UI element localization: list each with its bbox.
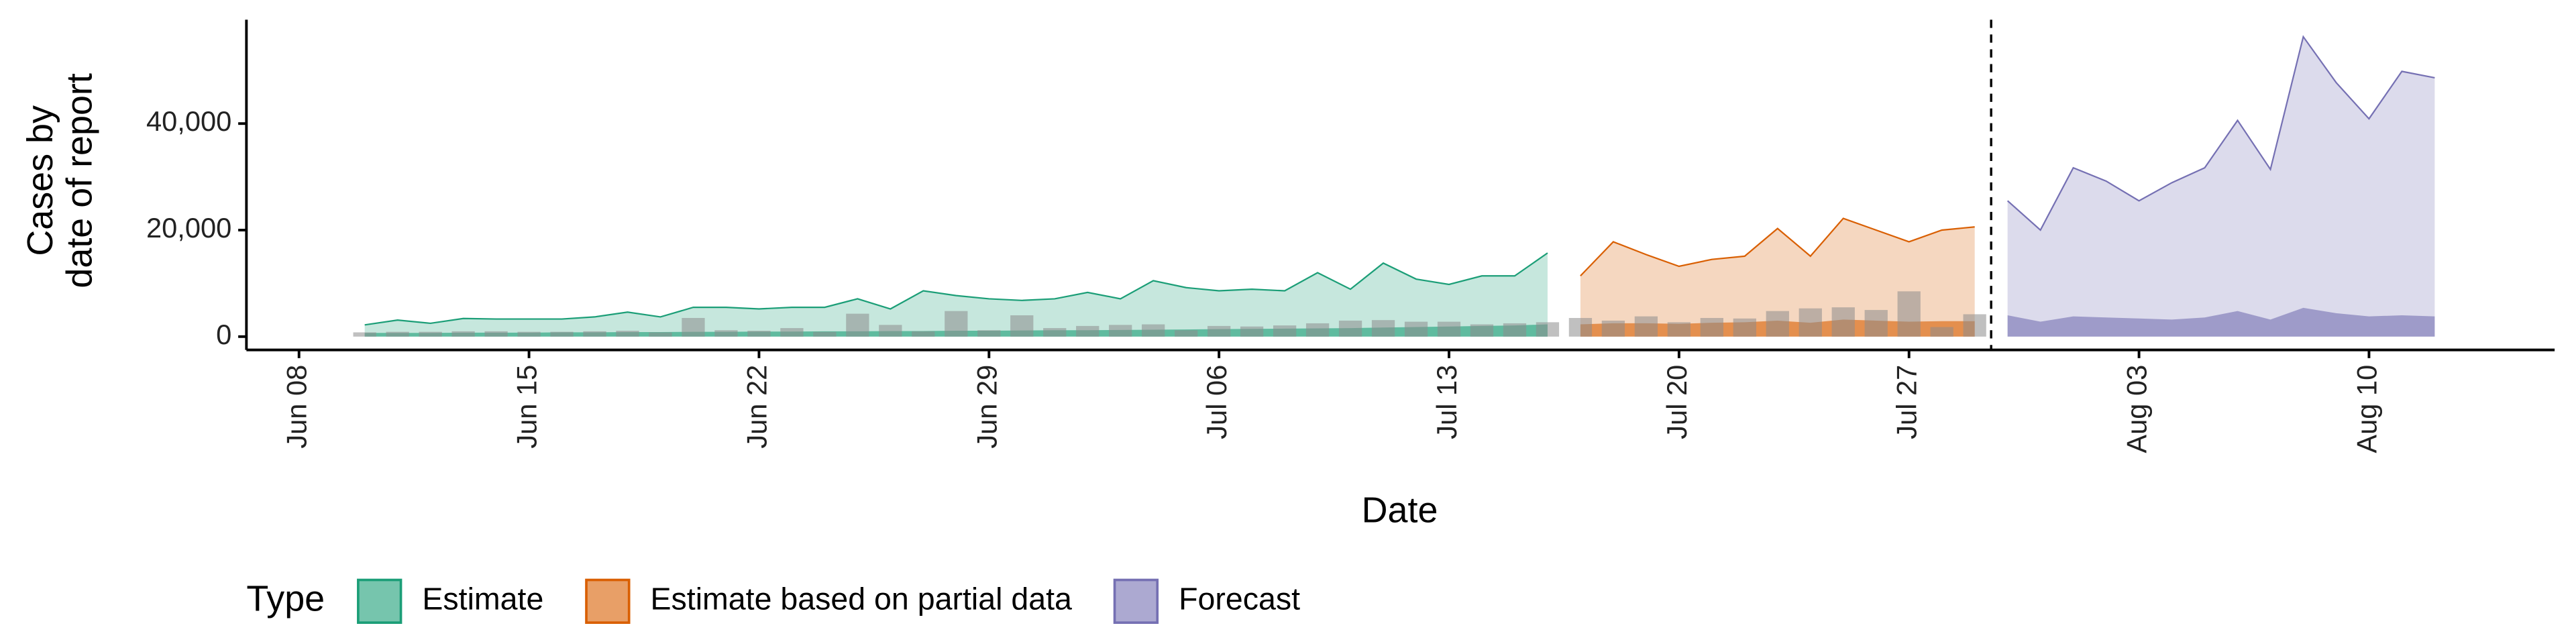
reported-bar bbox=[813, 331, 837, 337]
area-outer bbox=[1580, 218, 1975, 337]
y-tick-label: 40,000 bbox=[146, 105, 231, 137]
reported-bar bbox=[714, 330, 738, 337]
reported-bar bbox=[1667, 322, 1690, 337]
x-tick-label: Jun 15 bbox=[511, 365, 543, 449]
x-axis-title: Date bbox=[1362, 490, 1438, 530]
reported-bar bbox=[451, 331, 475, 337]
y-tick-label: 20,000 bbox=[146, 212, 231, 244]
reported-bar bbox=[1076, 325, 1099, 337]
reported-bar bbox=[1930, 327, 1953, 337]
reported-bar bbox=[682, 317, 705, 337]
reported-bar bbox=[419, 331, 442, 337]
reported-bar bbox=[780, 328, 804, 337]
y-tick-label: 0 bbox=[216, 319, 231, 350]
reported-bar bbox=[484, 331, 508, 337]
x-tick-label: Jul 20 bbox=[1661, 365, 1693, 439]
reported-bar bbox=[1470, 324, 1494, 337]
reported-bar bbox=[1305, 323, 1330, 337]
reported-bar bbox=[1043, 328, 1067, 337]
x-tick-label: Jul 06 bbox=[1201, 365, 1232, 439]
reported-bar bbox=[879, 325, 902, 337]
reported-bar bbox=[1338, 320, 1362, 337]
x-tick-label: Jun 29 bbox=[971, 365, 1002, 449]
reported-bar bbox=[1864, 310, 1888, 337]
reported-bar bbox=[912, 331, 935, 337]
legend-title: Type bbox=[246, 579, 325, 619]
reported-bar bbox=[1273, 325, 1297, 337]
area-inner bbox=[2007, 307, 2435, 337]
reported-bar bbox=[945, 311, 968, 337]
legend-label: Estimate bbox=[422, 582, 543, 616]
legend-label: Estimate based on partial data bbox=[651, 582, 1072, 616]
reported-bar bbox=[1799, 308, 1822, 337]
reported-bar bbox=[1240, 326, 1264, 337]
reported-bar bbox=[1601, 320, 1625, 337]
reported-bar bbox=[1766, 311, 1789, 337]
reported-bar bbox=[1175, 330, 1198, 337]
reported-bar bbox=[517, 331, 541, 337]
legend-swatch bbox=[585, 578, 631, 624]
x-tick-label: Aug 03 bbox=[2121, 365, 2153, 453]
reported-bar bbox=[1700, 317, 1723, 337]
reported-bar bbox=[1831, 307, 1855, 337]
legend-swatch bbox=[357, 578, 402, 624]
x-tick-label: Jul 27 bbox=[1891, 365, 1923, 439]
area-upper-line bbox=[1580, 217, 1975, 277]
reported-bar bbox=[1733, 318, 1756, 337]
reported-bar bbox=[550, 331, 574, 337]
reported-bar bbox=[1503, 323, 1527, 337]
reported-bar bbox=[616, 331, 639, 337]
reported-bar bbox=[583, 331, 606, 337]
reported-bar bbox=[1371, 320, 1395, 337]
area-outer bbox=[2007, 36, 2435, 337]
reported-bar bbox=[353, 332, 376, 337]
reported-bar bbox=[1963, 314, 1986, 337]
reported-bar bbox=[1010, 315, 1034, 337]
y-axis-title: Cases by bbox=[20, 105, 60, 256]
area-upper-line bbox=[364, 252, 1548, 326]
reported-bar bbox=[1142, 324, 1165, 337]
legend-label: Forecast bbox=[1179, 582, 1300, 616]
reported-bar bbox=[1536, 322, 1560, 337]
reported-bar bbox=[1568, 317, 1593, 337]
reported-bar bbox=[1109, 325, 1132, 337]
reported-bar bbox=[747, 331, 771, 337]
reported-bar bbox=[1897, 291, 1921, 337]
legend-swatch bbox=[1113, 578, 1159, 624]
reported-bar bbox=[386, 331, 409, 337]
reported-bar bbox=[1208, 325, 1231, 337]
x-tick-label: Jul 13 bbox=[1431, 365, 1462, 439]
reported-bar bbox=[1634, 316, 1658, 337]
x-tick-label: Jun 22 bbox=[741, 365, 772, 449]
y-axis-title: date of report bbox=[60, 73, 100, 288]
x-tick-label: Aug 10 bbox=[2351, 365, 2382, 453]
reported-bar bbox=[977, 330, 1001, 337]
x-tick-label: Jun 08 bbox=[281, 365, 313, 449]
reported-bar bbox=[649, 332, 672, 337]
reported-bar bbox=[846, 313, 869, 337]
reported-bar bbox=[1404, 321, 1428, 337]
reported-bar bbox=[1437, 321, 1461, 337]
area-outer bbox=[364, 253, 1548, 337]
area-upper-line bbox=[2006, 35, 2435, 231]
